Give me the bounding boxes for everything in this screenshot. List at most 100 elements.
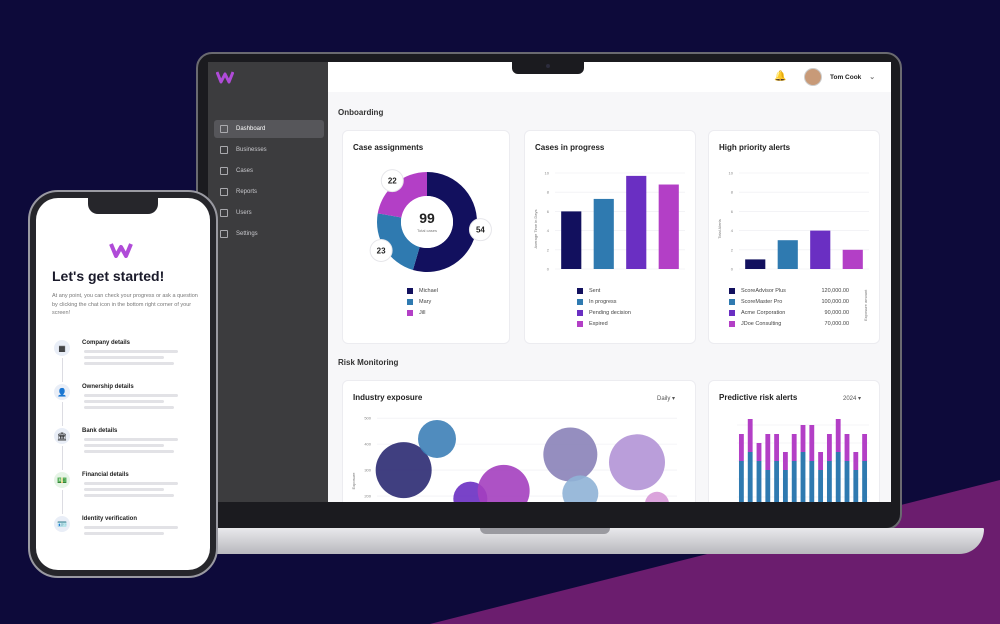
stacked-bar-upper[interactable] xyxy=(826,434,832,461)
bubble[interactable] xyxy=(645,491,669,502)
y-tick-label: 500 xyxy=(364,416,371,421)
stacked-bar-lower[interactable] xyxy=(826,461,832,502)
sidebar-item-cases[interactable]: Cases xyxy=(214,162,324,180)
placeholder-line xyxy=(84,532,164,535)
stacked-bar-lower[interactable] xyxy=(774,461,780,502)
slice-value-bubble xyxy=(468,218,492,242)
step-connector xyxy=(62,490,63,514)
id-icon: 🪪 xyxy=(54,516,70,532)
step-identity-verification[interactable]: 🪪 Identity verification xyxy=(52,514,202,558)
card-title: Case assignments xyxy=(353,143,424,152)
bubble[interactable] xyxy=(418,419,456,458)
stacked-bar-upper[interactable] xyxy=(765,434,771,470)
sidebar-item-businesses[interactable]: Businesses xyxy=(214,141,324,159)
bar[interactable] xyxy=(658,184,679,269)
year-dropdown[interactable]: 2024 ▾ xyxy=(843,395,861,402)
stacked-bar-lower[interactable] xyxy=(738,461,744,502)
stacked-bar-lower[interactable] xyxy=(791,461,797,502)
donut-slice[interactable] xyxy=(412,172,477,272)
sidebar-item-label: Reports xyxy=(236,189,258,195)
slice-value-label: 23 xyxy=(377,246,386,255)
bar[interactable] xyxy=(561,211,582,269)
step-financial-details[interactable]: 💵 Financial details xyxy=(52,470,202,514)
stacked-bar-upper[interactable] xyxy=(747,419,753,452)
donut-total: 99 xyxy=(419,210,435,226)
legend-swatch xyxy=(577,298,583,305)
stacked-bar-lower[interactable] xyxy=(800,452,806,502)
stacked-bar-lower[interactable] xyxy=(782,470,788,502)
y-tick-label: 200 xyxy=(364,494,371,499)
legend-label: JDoe Consulting xyxy=(741,320,782,327)
bubble[interactable] xyxy=(562,475,599,502)
stacked-bar-lower[interactable] xyxy=(818,470,824,502)
bubble[interactable] xyxy=(375,442,432,499)
laptop-base-groove xyxy=(480,528,610,534)
legend-item: ScoreMaster Pro 100,000.00 xyxy=(729,296,849,307)
stacked-bar-upper[interactable] xyxy=(853,452,859,470)
period-dropdown[interactable]: Daily ▾ xyxy=(657,395,675,402)
donut-slice[interactable] xyxy=(377,213,420,270)
bubble[interactable] xyxy=(477,464,530,502)
y-tick-label: 2 xyxy=(731,247,734,252)
sidebar-item-dashboard[interactable]: Dashboard xyxy=(214,120,324,138)
bubble[interactable] xyxy=(609,434,665,491)
report-icon xyxy=(220,188,228,196)
step-company-details[interactable]: ▦ Company details xyxy=(52,338,202,382)
stacked-bar-upper[interactable] xyxy=(774,434,780,461)
topbar: 🔔 Tom Cook ⌄ xyxy=(328,62,891,92)
bar[interactable] xyxy=(593,198,614,269)
stacked-bar-lower[interactable] xyxy=(844,461,850,502)
stacked-bar-upper[interactable] xyxy=(835,419,841,452)
y-tick-label: 300 xyxy=(364,468,371,473)
y-tick-label: 10 xyxy=(545,171,550,176)
sidebar-item-settings[interactable]: Settings xyxy=(214,225,324,243)
logo-w-icon[interactable] xyxy=(215,70,235,87)
step-bank-details[interactable]: 🏛 Bank details xyxy=(52,426,202,470)
stacked-bar-lower[interactable] xyxy=(853,470,859,502)
step-ownership-details[interactable]: 👤 Ownership details xyxy=(52,382,202,426)
sidebar-item-reports[interactable]: Reports xyxy=(214,183,324,201)
bar[interactable] xyxy=(626,175,647,269)
stacked-bar-upper[interactable] xyxy=(800,425,806,452)
stacked-bar-lower[interactable] xyxy=(756,461,762,502)
bar[interactable] xyxy=(777,240,798,269)
bubble[interactable] xyxy=(543,427,598,482)
stacked-bar-upper[interactable] xyxy=(782,452,788,470)
legend-label: Sent xyxy=(589,287,601,294)
legend-label: ScoreAdvisor Plus xyxy=(741,287,786,294)
bar[interactable] xyxy=(810,230,831,269)
stacked-bar-upper[interactable] xyxy=(809,425,815,461)
bar[interactable] xyxy=(842,249,863,269)
card-case-assignments: Case assignments 99 Total cases 54 23 22 M… xyxy=(342,130,510,344)
phone-notch xyxy=(88,198,158,214)
bar-chart-cases: Average Time in Days 0 2 4 6 8 10 xyxy=(533,171,685,272)
step-connector xyxy=(62,402,63,426)
stacked-bar-lower[interactable] xyxy=(765,470,771,502)
stacked-bar-lower[interactable] xyxy=(862,461,868,502)
donut-slice[interactable] xyxy=(377,172,427,218)
bar[interactable] xyxy=(745,259,766,269)
step-connector xyxy=(62,446,63,470)
placeholder-line xyxy=(84,526,178,529)
stacked-bar-lower[interactable] xyxy=(835,452,841,502)
stacked-bar-upper[interactable] xyxy=(862,434,868,461)
stacked-bar-upper[interactable] xyxy=(738,434,744,461)
stacked-bar-lower[interactable] xyxy=(747,452,753,502)
legend-value: 120,000.00 xyxy=(821,287,849,294)
user-menu[interactable]: Tom Cook ⌄ xyxy=(804,68,875,86)
stacked-bar-lower[interactable] xyxy=(809,461,815,502)
card-title: Industry exposure xyxy=(353,393,423,402)
bell-icon[interactable]: 🔔 xyxy=(774,71,787,82)
placeholder-line xyxy=(84,494,174,497)
stacked-bar-upper[interactable] xyxy=(791,434,797,461)
sidebar-item-users[interactable]: Users xyxy=(214,204,324,222)
chevron-down-icon: ▾ xyxy=(672,396,676,402)
stacked-bar-upper[interactable] xyxy=(844,434,850,461)
legend-swatch xyxy=(407,287,413,294)
stacked-bar-upper[interactable] xyxy=(756,443,762,461)
legend-value: 100,000.00 xyxy=(821,298,849,305)
stacked-bar-upper[interactable] xyxy=(818,452,824,470)
legend-swatch xyxy=(729,320,735,327)
step-label: Ownership details xyxy=(82,384,134,390)
legend-item: ScoreAdvisor Plus 120,000.00 xyxy=(729,285,849,296)
